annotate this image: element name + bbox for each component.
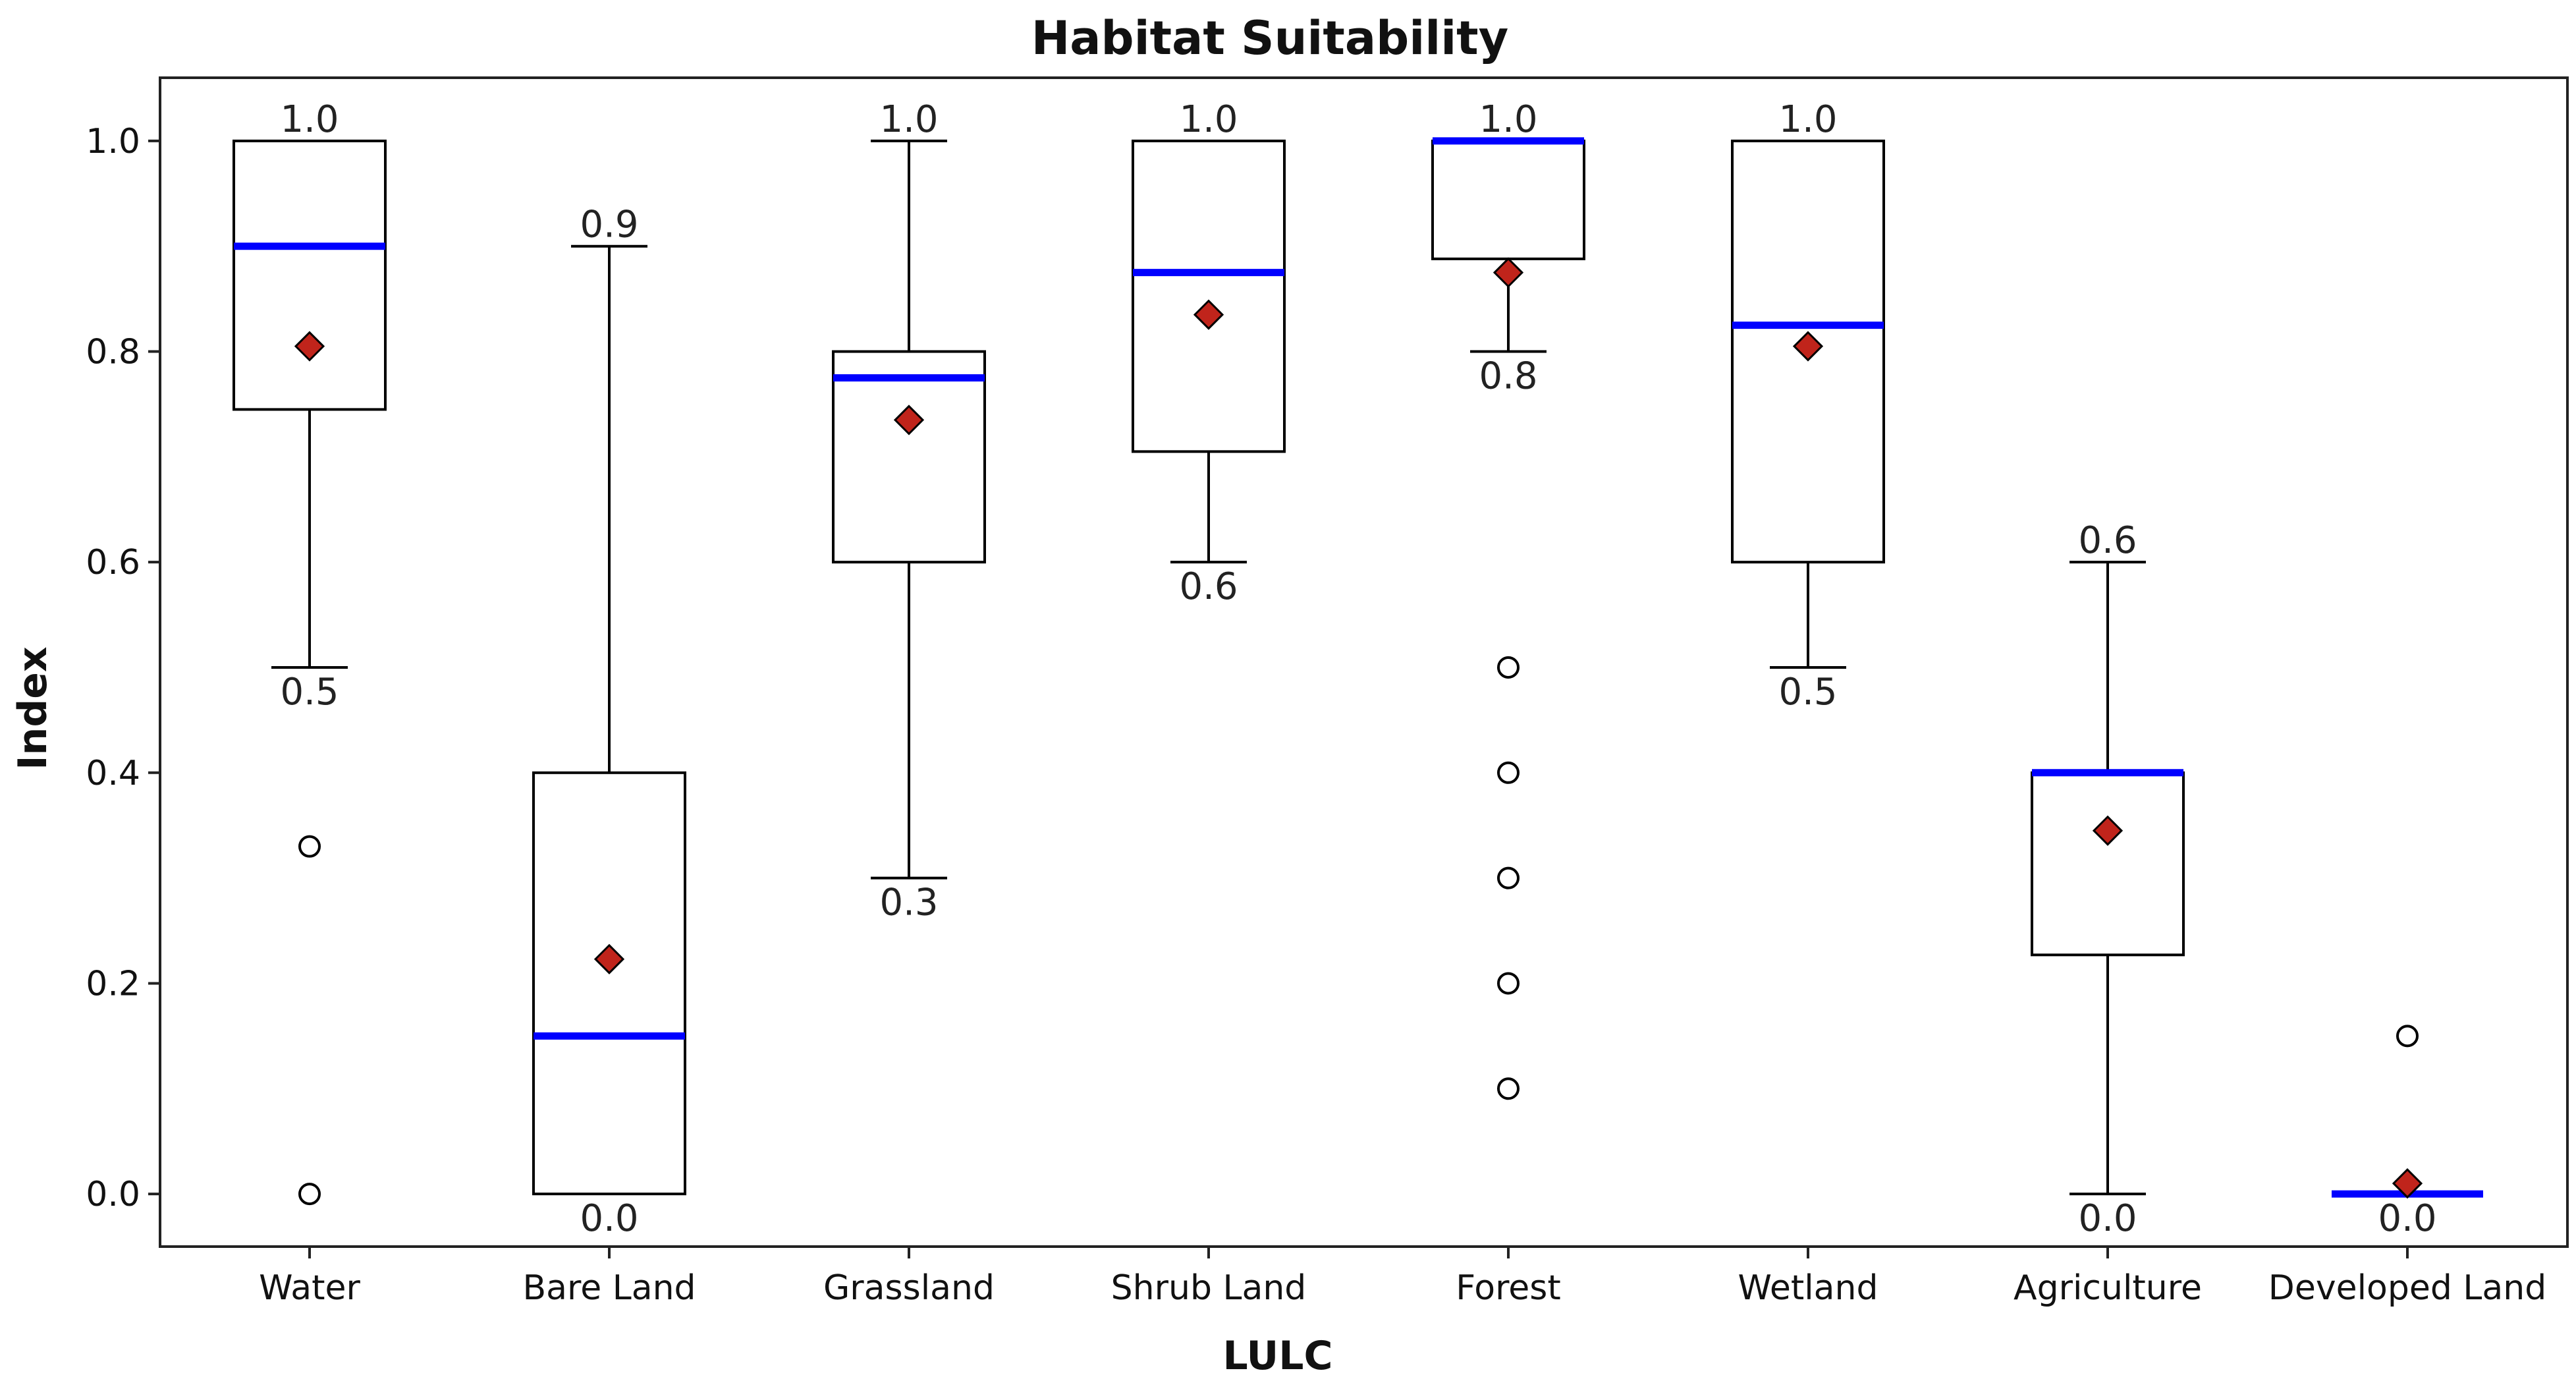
x-tick-label: Bare Land [522,1268,696,1308]
y-axis-label: Index [10,646,56,770]
y-tick-label: 0.0 [86,1175,140,1214]
iqr-box [832,350,986,564]
y-axis: 0.0 0.2 0.4 0.6 0.8 1.0 [86,122,160,1214]
value-annotation: 1.0 [879,98,938,141]
iqr-box [1132,139,1286,453]
boxplot-forest: 1.0 0.8 [1431,98,1585,1100]
outlier-point [1497,761,1520,784]
boxplots: 1.00.50.90.01.00.31.00.61.00.81.00.50.60… [233,98,2483,1240]
boxplot-shrub-land: 1.0 0.6 [1132,98,1286,608]
mean-marker [1493,257,1524,288]
value-annotation: 0.6 [2078,519,2137,562]
value-annotation: 1.0 [1479,98,1537,141]
value-annotation: 0.0 [2378,1197,2436,1240]
value-annotation: 0.6 [1179,565,1238,608]
value-annotation: 0.5 [280,671,339,714]
value-annotation: 0.0 [580,1197,638,1240]
mean-marker [2392,1168,2423,1199]
outlier-point [2396,1025,2419,1048]
boxplot-agriculture: 0.6 0.0 [2031,519,2185,1240]
iqr-box [2031,771,2185,957]
outlier-point [1497,1077,1520,1100]
value-annotation: 1.0 [1179,98,1238,141]
boxplot-wetland: 1.0 0.5 [1731,98,1885,714]
iqr-box [1431,139,1585,260]
mean-marker [893,405,925,436]
boxplot-grassland: 1.0 0.3 [832,98,986,924]
x-tick-label: Water [259,1268,360,1308]
y-tick-label: 0.2 [86,964,140,1003]
value-annotation: 1.0 [280,98,339,141]
value-annotation: 0.3 [879,882,938,924]
y-tick-label: 0.4 [86,754,140,793]
y-tick-label: 0.6 [86,543,140,582]
x-tick-label: Shrub Land [1111,1268,1307,1308]
mean-marker [593,944,625,974]
boxplot-water: 1.0 0.5 [233,98,387,1206]
mean-marker [2092,815,2124,846]
value-annotation: 0.5 [1778,671,1837,714]
mean-marker [294,331,325,362]
boxplot-developed-land: 0.0 [2332,1025,2483,1240]
value-annotation: 1.0 [1778,98,1837,141]
x-axis-label: LULC [1222,1333,1332,1379]
outlier-point [1497,656,1520,679]
outlier-point [298,1183,321,1206]
outlier-point [298,835,321,858]
value-annotation: 0.0 [2078,1197,2137,1240]
boxplot-bare-land: 0.9 0.0 [532,204,686,1240]
y-tick-label: 0.8 [86,333,140,372]
value-annotation: 0.9 [580,204,638,246]
x-tick-label: Developed Land [2268,1268,2546,1308]
iqr-box [532,771,686,1196]
x-axis: Water Bare Land Grassland Shrub Land Forest W… [259,1247,2546,1308]
y-tick-label: 1.0 [86,122,140,161]
mean-marker [1193,299,1224,330]
value-annotation: 0.8 [1479,355,1537,398]
x-tick-label: Forest [1456,1268,1561,1308]
outlier-point [1497,972,1520,995]
iqr-box [233,139,387,411]
chart-title: Habitat Suitability [1031,11,1509,65]
x-tick-label: Wetland [1738,1268,1878,1308]
mean-marker [1792,331,1824,362]
x-tick-label: Grassland [823,1268,995,1308]
outlier-point [1497,866,1520,889]
x-tick-label: Agriculture [2014,1268,2202,1308]
plot-area-frame [159,76,2569,1248]
